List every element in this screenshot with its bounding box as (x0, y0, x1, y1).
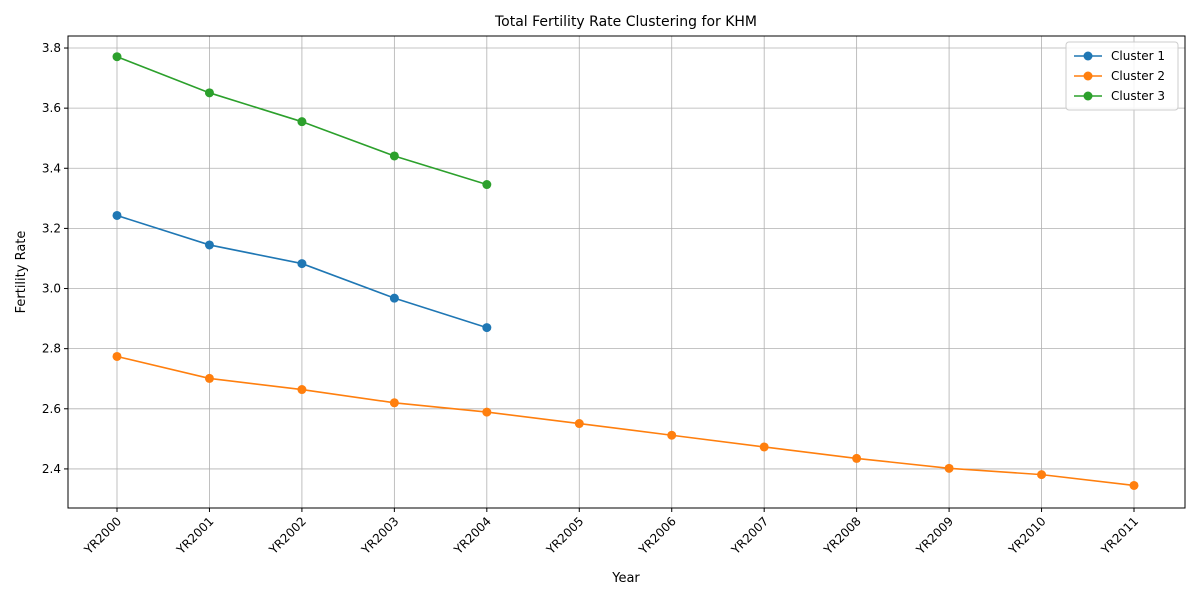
y-tick-label: 3.8 (42, 41, 61, 55)
legend-label: Cluster 2 (1111, 69, 1165, 83)
data-point (389, 293, 399, 303)
data-point (1129, 480, 1139, 490)
data-point (482, 180, 492, 190)
y-tick-label: 3.6 (42, 101, 61, 115)
series-2 (112, 351, 1139, 490)
chart-title: Total Fertility Rate Clustering for KHM (494, 14, 757, 30)
legend-item: Cluster 2 (1074, 69, 1165, 83)
y-tick-label: 3.4 (42, 161, 61, 175)
data-point (852, 453, 862, 463)
data-point (204, 240, 214, 250)
data-point (944, 463, 954, 473)
series-3 (112, 52, 492, 190)
data-point (112, 52, 122, 62)
data-point (297, 259, 307, 269)
data-point (759, 442, 769, 452)
plot-frame (67, 35, 1186, 509)
data-point (112, 210, 122, 220)
legend-label: Cluster 3 (1111, 89, 1165, 103)
legend-marker (1083, 91, 1093, 101)
data-point (204, 88, 214, 98)
y-axis: 2.4 2.6 2.8 3.0 3.2 3.4 3.6 3.8 (42, 41, 68, 476)
y-tick-label: 2.8 (42, 342, 61, 356)
y-axis-label: Fertility Rate (14, 231, 29, 314)
data-point (389, 398, 399, 408)
x-axis-label: Year (611, 571, 640, 586)
legend-marker (1083, 71, 1093, 81)
legend-marker (1083, 51, 1093, 61)
y-tick-label: 2.6 (42, 402, 61, 416)
legend-label: Cluster 1 (1111, 49, 1165, 63)
legend-item: Cluster 1 (1074, 49, 1165, 63)
data-point (112, 351, 122, 361)
data-point (482, 407, 492, 417)
series-line (116, 355, 1135, 487)
series-layer (112, 52, 1139, 490)
legend: Cluster 1 Cluster 2 Cluster 3 (1065, 41, 1179, 111)
data-point (482, 323, 492, 333)
data-point (574, 419, 584, 429)
data-point (667, 430, 677, 440)
data-point (204, 373, 214, 383)
grid-lines (68, 36, 1185, 508)
data-point (389, 151, 399, 161)
series-1 (112, 210, 492, 333)
y-tick-label: 3.0 (42, 282, 61, 296)
data-point (297, 385, 307, 395)
y-tick-label: 2.4 (42, 462, 61, 476)
legend-box (1065, 41, 1179, 111)
data-point (297, 117, 307, 127)
y-tick-label: 3.2 (42, 221, 61, 235)
legend-item: Cluster 3 (1074, 89, 1165, 103)
data-point (1037, 470, 1047, 480)
